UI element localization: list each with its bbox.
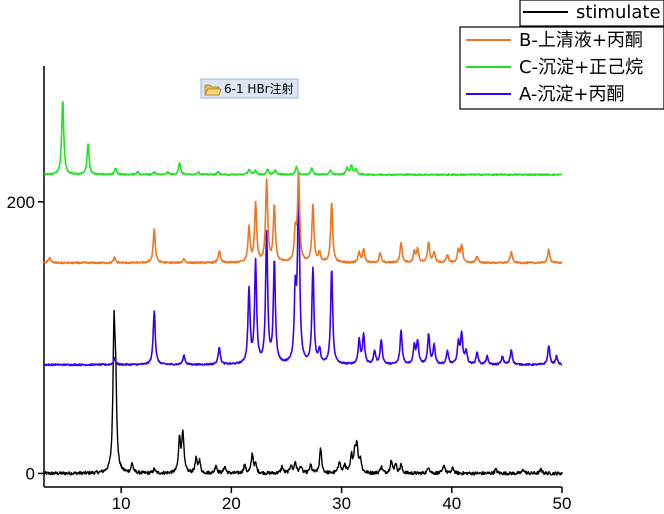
y-tick-label: 200	[7, 193, 35, 212]
series-line	[44, 102, 562, 175]
x-tick-label: 20	[222, 494, 241, 513]
x-tick-label: 10	[112, 494, 131, 513]
x-tick-label: 50	[553, 494, 572, 513]
annotation-tag[interactable]: 6-1 HBr注射	[201, 79, 298, 98]
series-line	[44, 172, 562, 264]
legend-label: C-沉淀+正己烷	[519, 57, 643, 78]
series-line	[44, 311, 562, 476]
x-tick-label: 30	[332, 494, 351, 513]
y-tick-label: 0	[26, 464, 35, 483]
legend-label: A-沉淀+丙酮	[519, 84, 625, 105]
ticks: 10 20 30 40 50 0 200	[7, 193, 572, 513]
series-layer	[44, 102, 562, 475]
x-tick-label: 40	[442, 494, 461, 513]
legend-label: stimulate	[576, 2, 661, 23]
legend-label: B-上清液+丙酮	[519, 30, 643, 51]
annotation-text: 6-1 HBr注射	[224, 81, 294, 96]
series-line	[44, 183, 562, 366]
legend: stimulate B-上清液+丙酮 C-沉淀+正己烷 A-沉淀+丙酮	[460, 0, 664, 109]
axes	[44, 66, 562, 487]
